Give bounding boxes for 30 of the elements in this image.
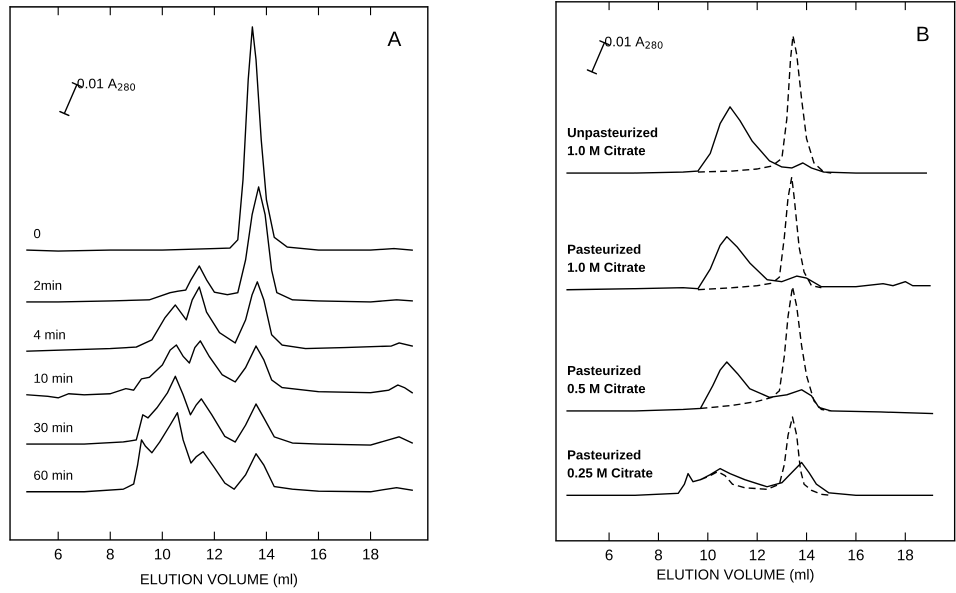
series-label: Pasteurized 0.25 M Citrate — [568, 450, 652, 478]
x-tick-label: 8 — [106, 548, 114, 560]
x-tick-label: 12 — [750, 550, 765, 560]
annotation: 0.01 A$_{280}$ — [604, 36, 663, 49]
series-label: 10 min — [34, 373, 72, 383]
x-tick-label: 10 — [154, 548, 170, 560]
series-label: 4 min — [34, 330, 65, 340]
x-tick-label: 10 — [700, 550, 716, 560]
x-tick-label: 16 — [311, 548, 326, 560]
x-tick-label: 6 — [54, 548, 62, 560]
x-tick-label: 14 — [799, 550, 815, 560]
series-label: Pasteurized 0.5 M Citrate — [568, 365, 646, 394]
series-label: 30 min — [34, 422, 72, 432]
series-label: 0 — [34, 228, 40, 238]
x-axis-title: ELUTION VOLUME (ml) — [658, 568, 814, 583]
x-tick-label: 18 — [363, 548, 378, 560]
x-tick-label: 12 — [207, 548, 222, 560]
annotation: 0.01 A$_{280}$ — [77, 78, 136, 91]
series-label: Unpasteurized 1.0 M Citrate — [568, 128, 658, 156]
series-label: Pasteurized 1.0 M Citrate — [568, 244, 646, 272]
x-tick-label: 8 — [654, 550, 662, 560]
series-label: 60 min — [34, 470, 72, 480]
x-axis-title: ELUTION VOLUME (ml) — [141, 574, 298, 588]
x-tick-label: 16 — [848, 550, 864, 560]
x-tick-label: 14 — [259, 548, 274, 560]
x-tick-label: 6 — [606, 550, 613, 560]
chart-title: B — [918, 26, 929, 42]
series-label: 2min — [34, 280, 62, 290]
chart-title: A — [387, 32, 402, 46]
x-tick-label: 18 — [898, 550, 914, 560]
